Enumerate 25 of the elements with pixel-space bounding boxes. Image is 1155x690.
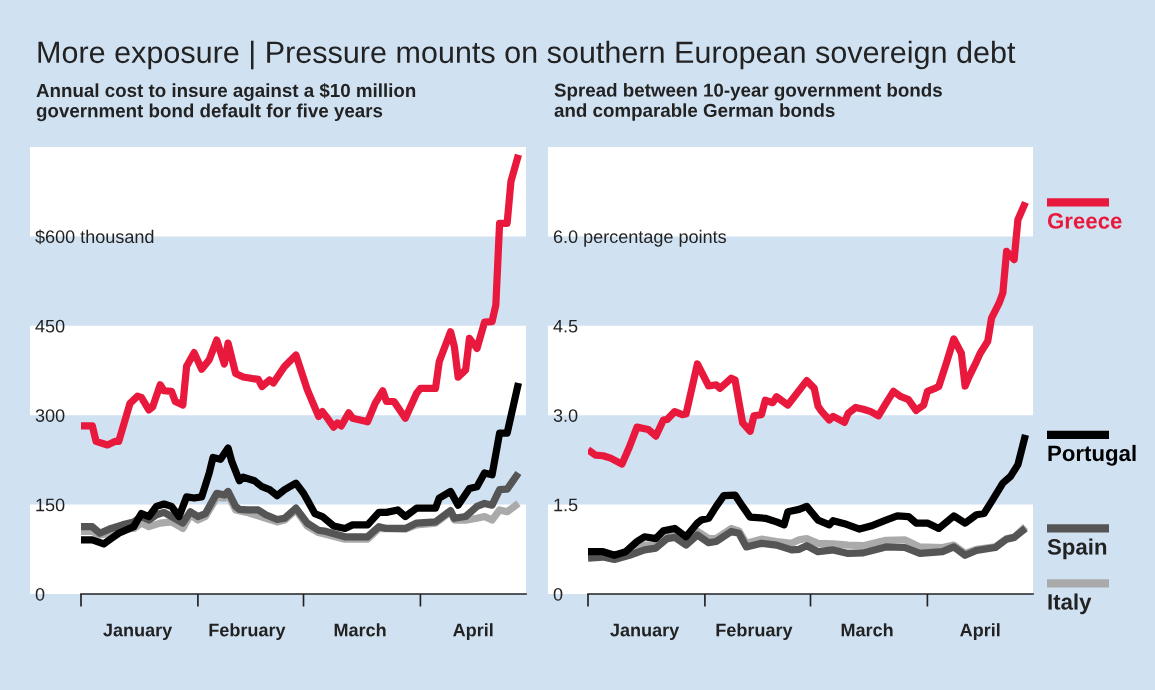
- y-tick-label: 0: [35, 587, 45, 601]
- x-tick-label: April: [960, 623, 1000, 640]
- x-tick-label: February: [209, 623, 286, 640]
- chart-title: More exposure | Pressure mounts on southern European sovereign debt: [38, 40, 1016, 70]
- y-tick-label: $600 thousand: [35, 229, 154, 245]
- y-tick-label: 6.0 percentage points: [553, 229, 727, 247]
- x-tick-label: March: [334, 623, 386, 637]
- x-tick-label: January: [103, 623, 173, 640]
- y-tick-label: 300: [35, 409, 65, 422]
- y-tick-label: 0: [553, 587, 563, 601]
- y-tick-label: 150: [36, 498, 65, 512]
- legend-label: Italy: [1048, 593, 1092, 615]
- x-tick-label: January: [610, 623, 680, 640]
- legend-label: Spain: [1047, 538, 1107, 560]
- x-tick-label: February: [716, 623, 793, 640]
- y-tick-label: 3.0: [553, 409, 578, 422]
- y-tick-label: 1.5: [554, 498, 578, 512]
- legend-label: Greece: [1047, 213, 1122, 229]
- chart-subtitle: Annual cost to insure against a $10 million government bond default for five years: [36, 83, 416, 122]
- legend-label: Portugal: [1048, 444, 1136, 466]
- x-tick-label: April: [453, 623, 493, 640]
- chart-subtitle: Spread between 10-year government bonds and comparable German bonds: [554, 83, 942, 121]
- x-tick-label: March: [841, 623, 893, 637]
- y-tick-label: 4.5: [553, 319, 578, 333]
- y-tick-label: 450: [35, 319, 65, 333]
